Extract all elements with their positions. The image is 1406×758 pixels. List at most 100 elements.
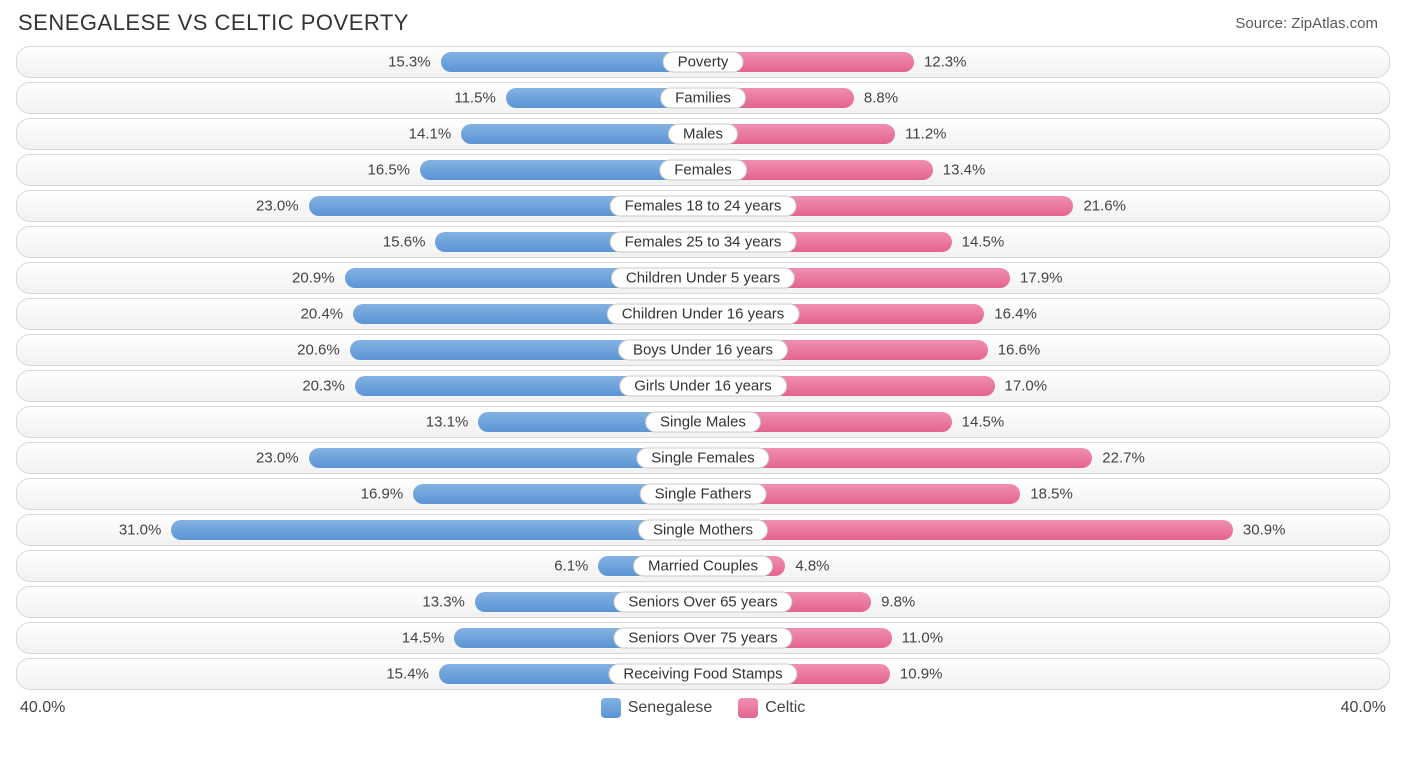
value-right: 16.6%: [988, 342, 1041, 359]
chart-row: 23.0% 21.6% Females 18 to 24 years: [16, 190, 1390, 222]
value-left: 15.3%: [388, 54, 441, 71]
value-right: 14.5%: [952, 234, 1005, 251]
value-right: 14.5%: [952, 414, 1005, 431]
category-label: Single Males: [645, 412, 761, 433]
chart-header: SENEGALESE VS CELTIC POVERTY Source: Zip…: [0, 0, 1406, 42]
right-half: 22.7%: [703, 443, 1389, 473]
value-right: 8.8%: [854, 90, 898, 107]
value-left: 15.4%: [386, 666, 439, 683]
category-label: Single Females: [636, 448, 769, 469]
value-right: 4.8%: [785, 558, 829, 575]
chart-footer: 40.0% Senegalese Celtic 40.0%: [0, 694, 1406, 718]
left-half: 20.3%: [17, 371, 703, 401]
source-attribution: Source: ZipAtlas.com: [1235, 15, 1378, 32]
value-left: 16.9%: [361, 486, 414, 503]
chart-row: 13.1% 14.5% Single Males: [16, 406, 1390, 438]
right-half: 10.9%: [703, 659, 1389, 689]
right-half: 17.9%: [703, 263, 1389, 293]
left-half: 16.9%: [17, 479, 703, 509]
value-left: 20.3%: [302, 378, 355, 395]
value-right: 21.6%: [1073, 198, 1126, 215]
chart-row: 23.0%22.7%Single Females: [16, 442, 1390, 474]
left-half: 6.1%: [17, 551, 703, 581]
right-half: 18.5%: [703, 479, 1389, 509]
left-half: 11.5%: [17, 83, 703, 113]
category-label: Single Fathers: [640, 484, 767, 505]
legend: Senegalese Celtic: [601, 698, 806, 718]
value-right: 12.3%: [914, 54, 967, 71]
left-half: 20.6%: [17, 335, 703, 365]
category-label: Families: [660, 88, 746, 109]
category-label: Girls Under 16 years: [619, 376, 787, 397]
value-left: 14.5%: [402, 630, 455, 647]
left-half: 16.5%: [17, 155, 703, 185]
value-left: 20.9%: [292, 270, 345, 287]
left-half: 15.3%: [17, 47, 703, 77]
axis-max-right: 40.0%: [1341, 699, 1386, 717]
legend-label-left: Senegalese: [628, 699, 713, 717]
value-left: 31.0%: [119, 522, 172, 539]
category-label: Males: [668, 124, 738, 145]
category-label: Single Mothers: [638, 520, 768, 541]
legend-swatch-left: [601, 698, 621, 718]
chart-row: 15.6%14.5%Females 25 to 34 years: [16, 226, 1390, 258]
value-right: 18.5%: [1020, 486, 1073, 503]
legend-item-left: Senegalese: [601, 698, 713, 718]
right-half: 14.5%: [703, 407, 1389, 437]
value-right: 17.9%: [1010, 270, 1063, 287]
value-right: 13.4%: [933, 162, 986, 179]
chart-row: 15.3%12.3%Poverty: [16, 46, 1390, 78]
chart-row: 16.5% 13.4% Females: [16, 154, 1390, 186]
right-half: 30.9%: [703, 515, 1389, 545]
right-half: 11.0%: [703, 623, 1389, 653]
left-half: 14.5%: [17, 623, 703, 653]
left-half: 23.0%: [17, 191, 703, 221]
category-label: Married Couples: [633, 556, 773, 577]
value-left: 15.6%: [383, 234, 436, 251]
right-half: 16.4%: [703, 299, 1389, 329]
left-half: 14.1%: [17, 119, 703, 149]
category-label: Females: [659, 160, 747, 181]
left-half: 20.4%: [17, 299, 703, 329]
category-label: Seniors Over 75 years: [613, 628, 792, 649]
axis-max-left: 40.0%: [20, 699, 65, 717]
right-half: 14.5%: [703, 227, 1389, 257]
right-half: 21.6%: [703, 191, 1389, 221]
value-left: 11.5%: [454, 90, 505, 107]
chart-row: 15.4% 10.9%Receiving Food Stamps: [16, 658, 1390, 690]
category-label: Children Under 16 years: [607, 304, 800, 325]
value-left: 20.4%: [301, 306, 354, 323]
chart-row: 13.3%9.8%Seniors Over 65 years: [16, 586, 1390, 618]
chart-row: 11.5% 8.8% Families: [16, 82, 1390, 114]
right-half: 17.0%: [703, 371, 1389, 401]
value-left: 13.3%: [422, 594, 475, 611]
value-left: 16.5%: [367, 162, 420, 179]
left-half: 15.4%: [17, 659, 703, 689]
value-left: 6.1%: [554, 558, 598, 575]
chart-row: 31.0%30.9%Single Mothers: [16, 514, 1390, 546]
right-half: 8.8%: [703, 83, 1389, 113]
left-half: 31.0%: [17, 515, 703, 545]
right-half: 12.3%: [703, 47, 1389, 77]
source-link[interactable]: ZipAtlas.com: [1291, 15, 1378, 32]
legend-swatch-right: [738, 698, 758, 718]
right-half: 4.8%: [703, 551, 1389, 581]
left-half: 13.1%: [17, 407, 703, 437]
value-left: 23.0%: [256, 198, 309, 215]
value-right: 22.7%: [1092, 450, 1145, 467]
category-label: Boys Under 16 years: [618, 340, 788, 361]
value-left: 13.1%: [426, 414, 479, 431]
category-label: Females 18 to 24 years: [610, 196, 797, 217]
chart-title: SENEGALESE VS CELTIC POVERTY: [18, 10, 409, 36]
legend-item-right: Celtic: [738, 698, 805, 718]
bar-right: 30.9%: [703, 520, 1233, 540]
left-half: 15.6%: [17, 227, 703, 257]
value-right: 30.9%: [1233, 522, 1286, 539]
chart-row: 20.6% 16.6% Boys Under 16 years: [16, 334, 1390, 366]
chart-row: 14.5% 11.0%Seniors Over 75 years: [16, 622, 1390, 654]
value-left: 14.1%: [409, 126, 462, 143]
value-right: 17.0%: [995, 378, 1048, 395]
category-label: Receiving Food Stamps: [608, 664, 797, 685]
right-half: 16.6%: [703, 335, 1389, 365]
right-half: 13.4%: [703, 155, 1389, 185]
